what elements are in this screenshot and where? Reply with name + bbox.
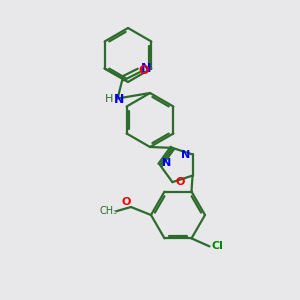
Text: CH₃: CH₃ bbox=[100, 206, 118, 216]
Text: O: O bbox=[176, 177, 185, 187]
Text: O: O bbox=[121, 197, 131, 207]
Text: Cl: Cl bbox=[212, 242, 224, 251]
Text: O: O bbox=[138, 64, 149, 77]
Text: N: N bbox=[162, 158, 172, 168]
Text: N: N bbox=[113, 93, 124, 106]
Text: H: H bbox=[104, 94, 113, 104]
Text: N: N bbox=[181, 150, 190, 161]
Text: N: N bbox=[141, 62, 152, 75]
